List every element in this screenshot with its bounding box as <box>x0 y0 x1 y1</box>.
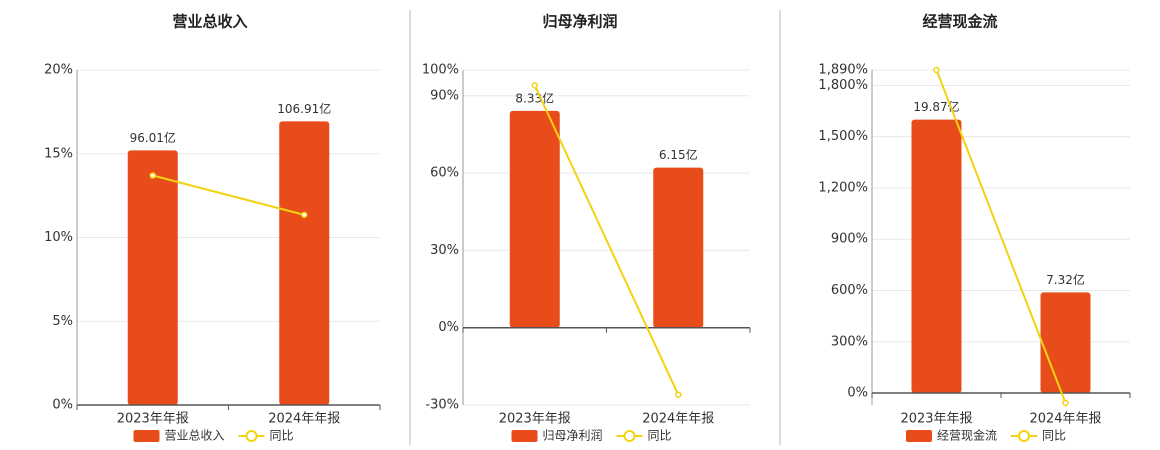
chart-title: 归母净利润 <box>542 13 617 31</box>
point <box>301 211 308 219</box>
value-label: 19.87亿 <box>913 99 959 114</box>
value-label: 8.33亿 <box>515 90 554 105</box>
point <box>149 172 156 179</box>
line <box>935 69 1067 404</box>
x-tick-label: 2024年年报 <box>642 412 714 427</box>
point <box>531 82 538 89</box>
y-tick-label: 20% <box>44 63 73 78</box>
y-tick-label: 30% <box>430 243 459 258</box>
value-label: 106.91亿 <box>277 101 331 116</box>
legend-label[interactable]: 经营现金流 <box>937 428 997 443</box>
line <box>533 85 680 396</box>
x-tick-label: 2023年年报 <box>499 412 571 427</box>
y-tick-label: 5% <box>52 314 73 329</box>
chart-title: 营业总收入 <box>172 13 247 31</box>
chart-title: 经营现金流 <box>922 13 997 31</box>
y-tick-label: 0% <box>438 320 459 335</box>
y-tick-label: 1,890% <box>818 63 868 78</box>
legend-swatch <box>906 430 932 442</box>
y-tick-label: 300% <box>831 334 868 349</box>
legend-swatch <box>511 430 538 442</box>
value-label: 7.32亿 <box>1046 272 1085 287</box>
bar <box>127 150 178 405</box>
bar <box>653 167 704 328</box>
y-tick-label: 60% <box>430 166 459 181</box>
bar <box>509 110 560 328</box>
y-tick-label: 900% <box>831 232 868 247</box>
legend-label[interactable]: 归母净利润 <box>543 429 603 443</box>
y-tick-label: 0% <box>52 398 73 413</box>
y-tick-label: 1,800% <box>818 78 868 93</box>
y-tick-label: 1,500% <box>818 129 868 144</box>
line <box>152 174 305 216</box>
y-tick-label: 15% <box>44 146 73 161</box>
bar <box>279 121 330 405</box>
point <box>933 66 940 74</box>
point <box>675 391 682 398</box>
y-tick-label: 90% <box>430 88 459 103</box>
x-tick-label: 2024年年报 <box>268 412 340 427</box>
y-tick-label: 1,200% <box>818 180 868 195</box>
value-label: 96.01亿 <box>130 130 176 145</box>
legend-swatch <box>245 430 258 442</box>
bar <box>1040 292 1091 394</box>
y-tick-label: 10% <box>44 230 73 245</box>
x-tick-label: 2024年年报 <box>1029 412 1101 427</box>
y-tick-label: 0% <box>847 386 868 401</box>
y-tick-label: 100% <box>422 63 459 78</box>
y-tick-label: -30% <box>425 398 459 413</box>
legend-swatch <box>1018 430 1030 442</box>
legend-swatch <box>133 430 160 442</box>
legend-label[interactable]: 营业总收入 <box>165 429 225 443</box>
y-tick-label: 600% <box>831 283 868 298</box>
legend-label[interactable]: 同比 <box>648 429 672 443</box>
legend-label[interactable]: 同比 <box>270 429 294 443</box>
bar <box>911 119 962 394</box>
x-tick-label: 2023年年报 <box>900 412 972 427</box>
legend-label[interactable]: 同比 <box>1042 429 1066 443</box>
value-label: 6.15亿 <box>659 147 698 162</box>
x-tick-label: 2023年年报 <box>117 412 189 427</box>
legend-swatch <box>623 430 636 442</box>
point <box>1062 399 1069 407</box>
